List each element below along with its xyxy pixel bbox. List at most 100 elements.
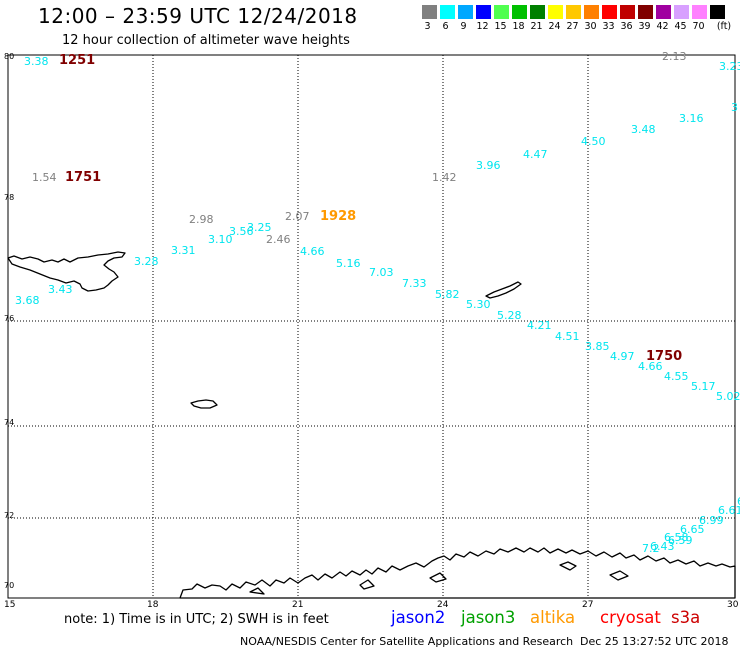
scale-label: 12	[476, 21, 489, 32]
swh-label: 3.38	[24, 55, 49, 68]
scale-label: 27	[566, 21, 579, 32]
footer-credit: NOAA/NESDIS Center for Satellite Applica…	[240, 635, 574, 648]
swh-label: 5.82	[435, 288, 460, 301]
color-swatch	[422, 5, 437, 19]
pass-time-label: 1251	[59, 53, 96, 68]
swh-label: 4.50	[581, 135, 606, 148]
coast-islet	[559, 561, 577, 571]
scale-label: 36	[620, 21, 633, 32]
swh-label: 4.97	[610, 350, 635, 363]
lon-label: 15	[4, 600, 16, 610]
scale-unit: (ft)	[716, 21, 732, 32]
swh-label: 3.85	[585, 340, 610, 353]
lon-label: 27	[582, 600, 594, 610]
swh-label: 5.30	[466, 298, 491, 311]
swh-label: 3	[731, 101, 738, 114]
color-swatch	[548, 5, 563, 19]
swh-label: 1.42	[432, 171, 457, 184]
map-title: 12:00 – 23:59 UTC 12/24/2018	[38, 4, 358, 28]
swh-label: 5.16	[336, 257, 361, 270]
swh-label: 6.99	[699, 514, 724, 527]
legend-jason3: jason3	[461, 608, 516, 627]
lon-label: 21	[292, 600, 304, 610]
lon-label: 30	[727, 600, 739, 610]
swh-label: 6.59	[668, 534, 693, 547]
swh-label: 2.07	[285, 210, 310, 223]
legend-altika: altika	[530, 608, 576, 627]
color-swatch	[512, 5, 527, 19]
color-swatch	[566, 5, 581, 19]
swh-label: 6.65	[680, 523, 705, 536]
swh-label: 3.23	[719, 60, 740, 73]
color-swatch	[674, 5, 689, 19]
svalbard-coast	[7, 251, 126, 292]
swh-label: 6.43	[650, 540, 675, 553]
scale-label: 45	[674, 21, 687, 32]
swh-label: 3.16	[679, 112, 704, 125]
swh-label: 3.10	[208, 233, 233, 246]
swh-label: 6	[737, 496, 740, 507]
color-swatch	[476, 5, 491, 19]
lat-label: 76	[4, 314, 15, 323]
color-swatch	[638, 5, 653, 19]
bjornoya-island	[190, 399, 218, 409]
swh-label: 3.31	[171, 244, 196, 257]
legend-s3a: s3a	[671, 608, 701, 627]
color-swatch	[656, 5, 671, 19]
pass-time-label: 1751	[65, 170, 102, 185]
color-swatch	[692, 5, 707, 19]
swh-label: 2.98	[189, 213, 214, 226]
coastline	[7, 251, 736, 599]
color-swatch	[458, 5, 473, 19]
swh-label: 4.55	[664, 370, 689, 383]
swh-label: 5.28	[497, 309, 522, 322]
coast-islet	[359, 579, 375, 590]
lat-label: 70	[4, 581, 15, 590]
pass-time-label: 1750	[646, 349, 683, 364]
norway-coast	[179, 547, 736, 599]
swh-label: 4.51	[555, 330, 580, 343]
color-swatch	[494, 5, 509, 19]
scale-label: 6	[442, 21, 449, 32]
scale-label: 70	[692, 21, 705, 32]
lat-label: 78	[4, 193, 15, 202]
scale-label: 9	[460, 21, 467, 32]
lon-label: 24	[437, 600, 449, 610]
swh-label: 3.28	[134, 255, 159, 268]
color-swatch	[440, 5, 455, 19]
swh-label: 4.66	[300, 245, 325, 258]
scale-label: 42	[656, 21, 669, 32]
swh-label: 3.96	[476, 159, 501, 172]
swh-label: 6.58	[664, 531, 689, 544]
swh-label: 2.13	[662, 50, 687, 63]
map-border	[7, 54, 736, 599]
color-swatch	[584, 5, 599, 19]
swh-label: 5.17	[691, 380, 716, 393]
scale-label: 30	[584, 21, 597, 32]
lon-label: 18	[147, 600, 159, 610]
coast-islet	[429, 572, 447, 583]
swh-label: 3.68	[15, 294, 40, 307]
hopen-island	[485, 281, 522, 299]
lat-label: 72	[4, 511, 15, 520]
footer-timestamp: Dec 25 13:27:52 UTC 2018	[580, 635, 729, 648]
color-swatch	[620, 5, 635, 19]
swh-label: 7.03	[369, 266, 394, 279]
scale-label: 3	[424, 21, 431, 32]
graticule	[8, 55, 735, 598]
legend-cryosat: cryosat	[600, 608, 661, 627]
swh-label: 4.47	[523, 148, 548, 161]
color-swatch	[530, 5, 545, 19]
scale-label: 21	[530, 21, 543, 32]
scale-label: 33	[602, 21, 615, 32]
swh-label: 1.54	[32, 171, 57, 184]
swh-label: 7.2	[642, 542, 660, 555]
lat-label: 80	[4, 52, 15, 61]
coast-islet	[249, 587, 265, 595]
footer-note: note: 1) Time is in UTC; 2) SWH is in fe…	[64, 612, 329, 627]
swh-label: 5.02	[716, 390, 740, 403]
pass-time-label: 1928	[320, 209, 357, 224]
swh-label: 3.48	[631, 123, 656, 136]
swh-label: 4.21	[527, 319, 552, 332]
swh-label: 3.25	[247, 221, 272, 234]
